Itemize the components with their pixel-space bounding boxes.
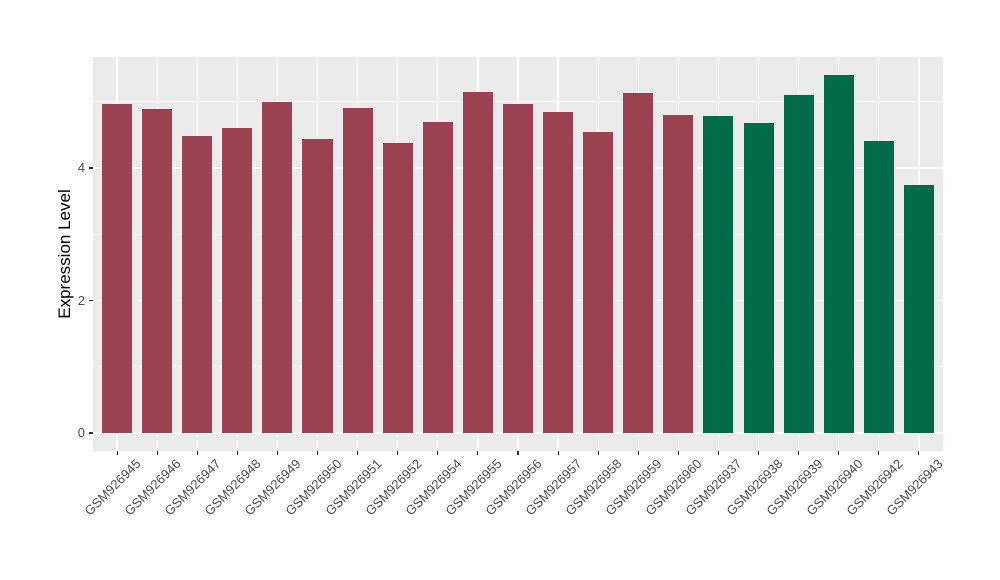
x-tick-mark: [236, 451, 238, 455]
y-axis-title: Expression Level: [55, 189, 74, 319]
bar-GSM926952: [382, 142, 413, 433]
bar-GSM926960: [663, 115, 694, 433]
y-tick-label: 2: [77, 292, 85, 308]
bar-GSM926950: [302, 138, 333, 433]
x-tick-mark: [717, 451, 719, 455]
y-tick-label: 4: [77, 160, 85, 176]
x-tick-mark: [878, 451, 880, 455]
x-tick-mark: [437, 451, 439, 455]
x-tick-mark: [477, 451, 479, 455]
bar-GSM926939: [783, 95, 814, 433]
x-tick-mark: [637, 451, 639, 455]
bar-GSM926945: [102, 104, 133, 433]
y-tick-mark: [89, 299, 93, 302]
x-tick-mark: [838, 451, 840, 455]
x-tick-mark: [276, 451, 278, 455]
y-tick-label: 0: [77, 424, 85, 440]
bar-GSM926959: [623, 92, 654, 433]
bar-GSM926946: [142, 109, 173, 433]
bar-GSM926957: [543, 111, 574, 433]
y-tick-mark: [89, 167, 93, 169]
y-tick-mark: [89, 432, 93, 434]
bar-GSM926949: [262, 101, 293, 433]
bar-GSM926940: [823, 75, 854, 433]
bar-GSM926954: [422, 121, 453, 433]
plot-panel: [93, 57, 943, 451]
x-tick-mark: [918, 451, 920, 455]
bar-GSM926955: [462, 91, 493, 433]
x-tick-mark: [156, 451, 158, 455]
x-tick-mark: [597, 451, 599, 455]
bar-GSM926951: [342, 108, 373, 433]
bar-GSM926938: [743, 122, 774, 433]
bar-GSM926937: [703, 116, 734, 433]
x-tick-mark: [397, 451, 399, 455]
bar-GSM926947: [182, 136, 213, 433]
x-tick-mark: [196, 451, 198, 455]
bar-GSM926942: [863, 140, 894, 433]
x-tick-mark: [758, 451, 760, 455]
x-tick-mark: [116, 451, 118, 455]
x-tick-mark: [798, 451, 800, 455]
bar-GSM926943: [903, 185, 934, 433]
x-tick-mark: [357, 451, 359, 455]
x-tick-mark: [517, 451, 519, 455]
bar-GSM926958: [583, 131, 614, 433]
x-tick-mark: [677, 451, 679, 455]
bar-GSM926956: [502, 104, 534, 433]
bar-GSM926948: [222, 128, 253, 433]
x-tick-mark: [316, 451, 319, 455]
x-tick-mark: [557, 451, 559, 455]
